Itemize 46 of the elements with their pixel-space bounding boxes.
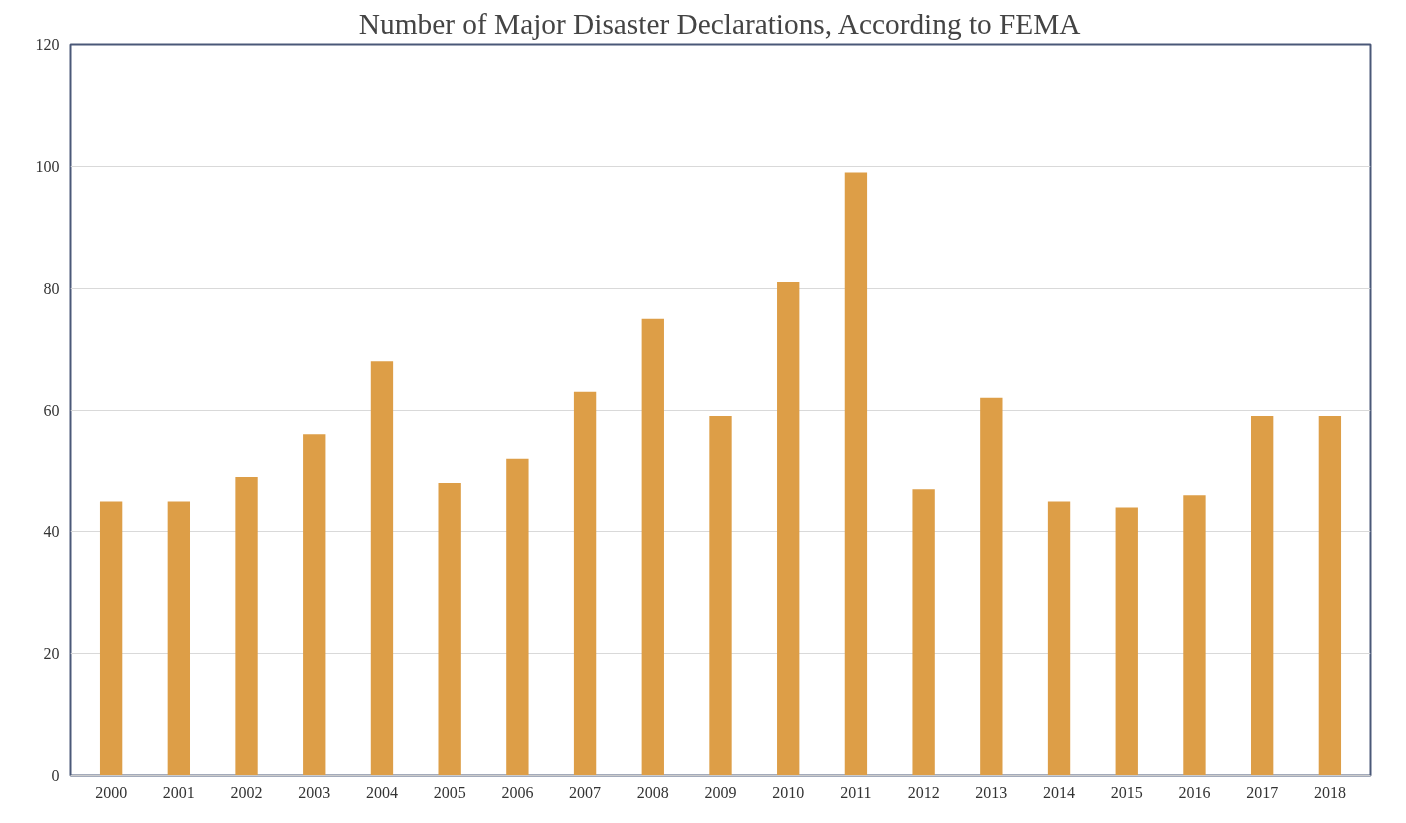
y-tick-label: 100 bbox=[35, 157, 60, 175]
bar bbox=[641, 318, 664, 776]
x-tick-label: 2018 bbox=[1313, 783, 1346, 801]
bar bbox=[1115, 507, 1138, 776]
x-tick-label: 2010 bbox=[772, 783, 805, 801]
x-tick-label: 2011 bbox=[840, 783, 872, 801]
x-tick-label: 2014 bbox=[1043, 783, 1076, 801]
y-tick-label: 80 bbox=[43, 279, 60, 297]
bar bbox=[709, 416, 732, 776]
y-tick-label: 120 bbox=[35, 36, 60, 53]
x-tick-label: 2003 bbox=[298, 783, 331, 801]
bar bbox=[99, 501, 123, 776]
y-tick-label: 0 bbox=[51, 767, 60, 784]
x-tick-label: 2007 bbox=[569, 783, 602, 801]
bar bbox=[1183, 495, 1206, 776]
bar bbox=[303, 434, 326, 776]
y-tick-label: 60 bbox=[43, 401, 60, 419]
bar bbox=[370, 361, 394, 776]
x-tick-label: 2017 bbox=[1246, 783, 1279, 801]
bar bbox=[438, 483, 461, 776]
x-tick-label: 2002 bbox=[230, 783, 263, 801]
x-tick-label: 2000 bbox=[95, 783, 128, 801]
x-tick-label: 2004 bbox=[365, 783, 398, 801]
x-tick-label: 2009 bbox=[704, 783, 737, 801]
bar bbox=[1047, 501, 1071, 776]
x-tick-label: 2008 bbox=[636, 783, 669, 801]
x-tick-label: 2012 bbox=[907, 783, 940, 801]
bar bbox=[980, 397, 1003, 776]
x-tick-label: 2006 bbox=[501, 783, 534, 801]
bar bbox=[506, 458, 529, 776]
x-tick-label: 2015 bbox=[1110, 783, 1143, 801]
x-tick-label: 2013 bbox=[975, 783, 1008, 801]
x-tick-label: 2016 bbox=[1178, 783, 1211, 801]
bar bbox=[844, 172, 868, 776]
bar bbox=[1318, 416, 1342, 776]
bar bbox=[573, 391, 597, 776]
x-tick-label: 2005 bbox=[433, 783, 466, 801]
chart-title: Number of Major Disaster Declarations, According to FEMA bbox=[358, 7, 1081, 40]
y-tick-label: 20 bbox=[43, 645, 60, 663]
bar bbox=[777, 282, 800, 776]
bar bbox=[1250, 416, 1274, 776]
bar bbox=[235, 477, 258, 776]
x-tick-label: 2001 bbox=[162, 783, 195, 801]
bar bbox=[912, 489, 935, 776]
y-tick-label: 40 bbox=[43, 523, 60, 541]
bar bbox=[167, 501, 191, 776]
